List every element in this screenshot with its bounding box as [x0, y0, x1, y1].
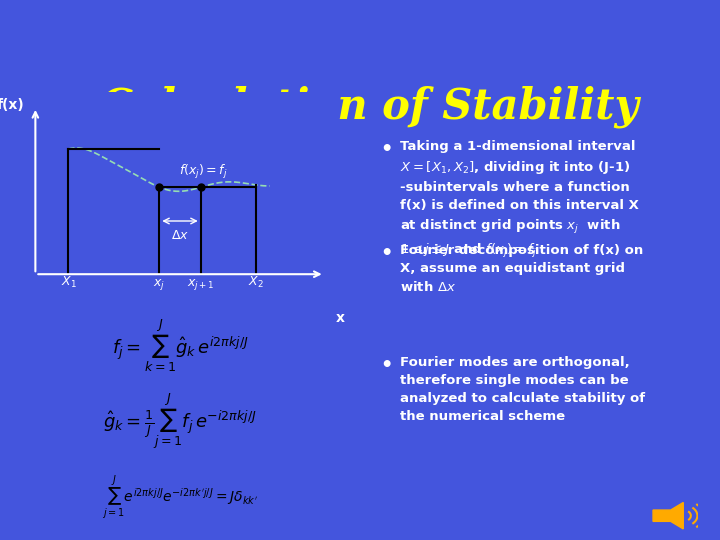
Text: $\sum_{j=1}^{J} e^{i2\pi kj/J} e^{-i2\pi k'j/J} = J\delta_{kk'}$: $\sum_{j=1}^{J} e^{i2\pi kj/J} e^{-i2\pi… — [102, 473, 258, 521]
Text: f(x): f(x) — [0, 98, 24, 112]
Text: Fourier decomposition of f(x) on
X, assume an equidistant grid
with $\Delta x$: Fourier decomposition of f(x) on X, assu… — [400, 244, 643, 294]
Text: •: • — [380, 140, 392, 159]
Text: $x_{j+1}$: $x_{j+1}$ — [187, 278, 215, 293]
Text: Fourier modes are orthogonal,
therefore single modes can be
analyzed to calculat: Fourier modes are orthogonal, therefore … — [400, 356, 645, 423]
Polygon shape — [653, 502, 683, 529]
Text: $X_1$: $X_1$ — [60, 275, 76, 291]
Text: $f(x_j)=f_j$: $f(x_j)=f_j$ — [179, 163, 227, 181]
Text: $X_2$: $X_2$ — [248, 275, 264, 291]
Text: Taking a 1-dimensional interval
$X = [X_1,X_2]$, dividing it into (J-1)
-subinte: Taking a 1-dimensional interval $X = [X_… — [400, 140, 639, 260]
Text: Calculation of Stability: Calculation of Stability — [99, 85, 639, 128]
Text: $\Delta x$: $\Delta x$ — [171, 228, 189, 241]
Text: $\hat{g}_k = \frac{1}{J} \sum_{j=1}^{J} f_j\, e^{-i2\pi kj/J}$: $\hat{g}_k = \frac{1}{J} \sum_{j=1}^{J} … — [103, 392, 257, 451]
Text: •: • — [380, 244, 392, 262]
Text: $f_j = \sum_{k=1}^{J} \hat{g}_k\, e^{i2\pi kj/J}$: $f_j = \sum_{k=1}^{J} \hat{g}_k\, e^{i2\… — [112, 318, 248, 374]
Text: $x_j$: $x_j$ — [153, 278, 166, 293]
Text: •: • — [380, 356, 392, 375]
Text: x: x — [336, 310, 345, 325]
